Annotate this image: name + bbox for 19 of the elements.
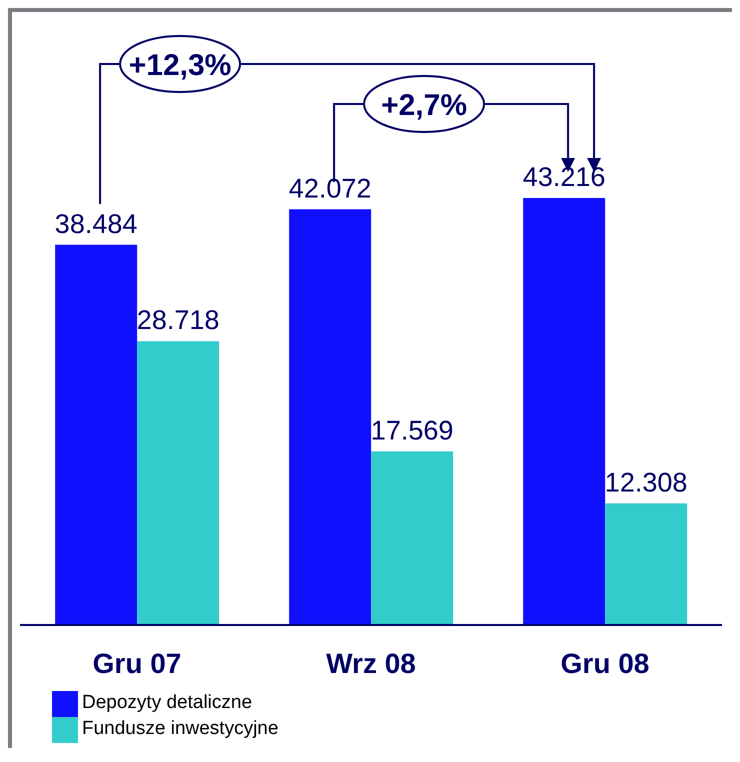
bar <box>371 451 454 625</box>
bar <box>289 209 372 625</box>
data-label: 42.072 <box>288 173 372 204</box>
legend-label: Fundusze inwestycyjne <box>82 718 278 740</box>
x-tick-label: Gru 07 <box>92 648 182 679</box>
data-label: 43.216 <box>522 162 606 192</box>
text: +12,3% <box>128 49 232 82</box>
legend-label: Depozyty detaliczne <box>82 692 252 714</box>
data-label: 38.484 <box>54 208 138 239</box>
x-tick-label: Wrz 08 <box>326 648 416 679</box>
data-label: 12.308 <box>604 467 688 498</box>
bar <box>137 341 220 625</box>
bar <box>605 503 688 625</box>
x-tick-label: Gru 08 <box>560 648 650 679</box>
text: +2,7% <box>381 89 468 122</box>
data-label: 17.569 <box>370 415 454 446</box>
bar <box>523 198 606 625</box>
data-label: 28.718 <box>136 305 220 336</box>
bar <box>55 244 138 625</box>
